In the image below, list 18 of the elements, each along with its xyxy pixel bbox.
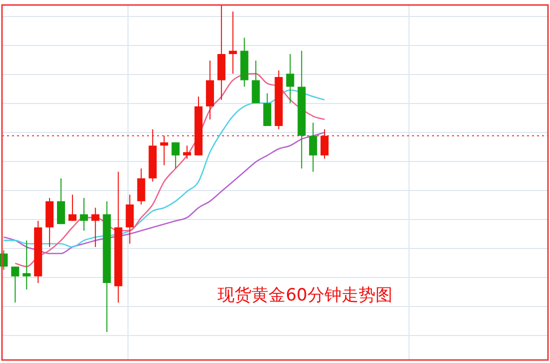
candlestick — [126, 194, 134, 244]
text: 现货黄金60分钟走势图 — [218, 286, 392, 306]
candlestick — [68, 194, 76, 222]
candlestick — [11, 266, 20, 304]
candlestick — [80, 197, 88, 232]
candlestick — [252, 60, 260, 104]
candlestick — [22, 240, 31, 290]
candlestick — [57, 178, 66, 225]
candlestick — [183, 145, 192, 160]
candlestick — [286, 54, 294, 104]
candlestick — [263, 92, 272, 126]
candlestick — [309, 122, 318, 172]
candlestick — [172, 142, 180, 170]
candlestick — [91, 207, 100, 248]
candlestick — [137, 168, 146, 205]
candlestick — [160, 135, 168, 166]
candlestick — [320, 128, 329, 160]
candlestick — [228, 11, 237, 74]
